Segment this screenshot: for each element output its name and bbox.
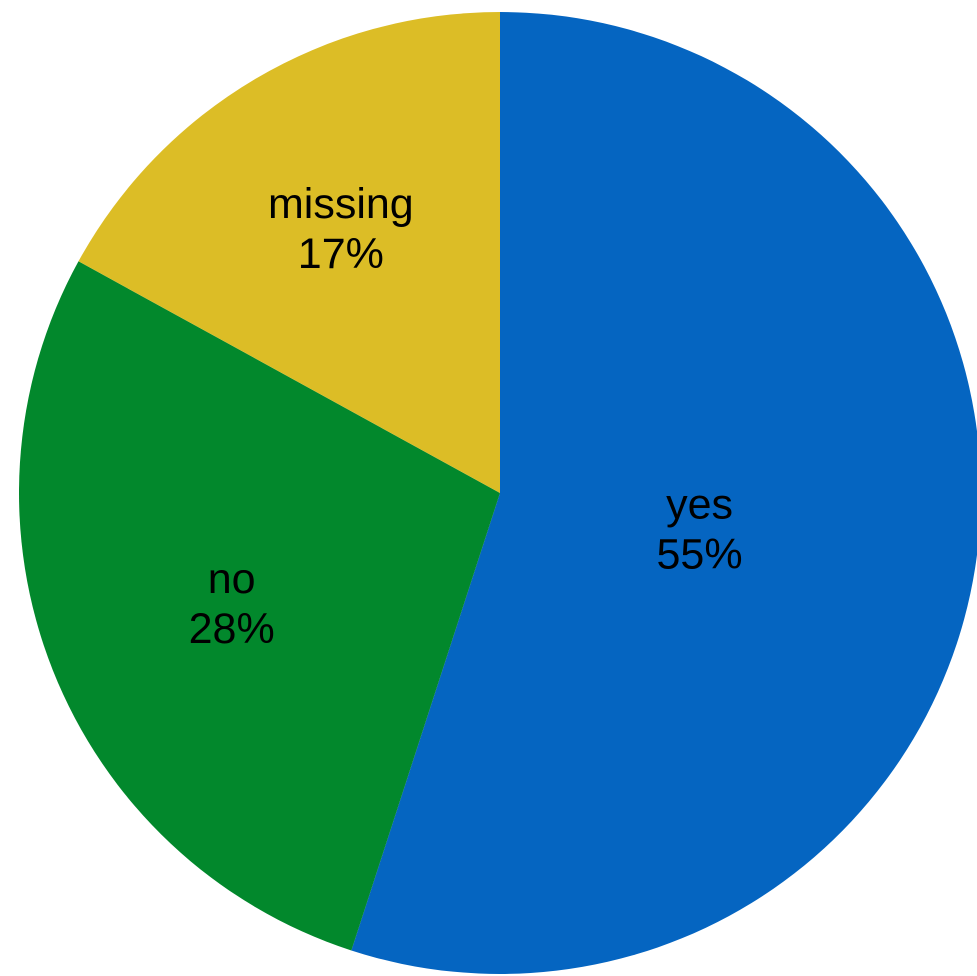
pie-slices [18,12,977,974]
pie-slice-yes [351,12,977,974]
slice-label-yes: yes 55% [656,481,742,579]
pie-labels: yes 55% no 28% missing 17% [189,180,743,653]
pie-slice-no [18,261,500,951]
slice-label-missing: missing 17% [268,180,414,278]
slice-percent-missing: 17% [298,230,384,278]
slice-category-no: no [208,555,256,603]
slice-percent-yes: 55% [656,531,742,579]
pie-slice-missing [78,12,500,493]
slice-label-no: no 28% [189,555,275,653]
slice-category-yes: yes [666,481,733,529]
slice-percent-no: 28% [189,605,275,653]
slice-category-missing: missing [268,180,414,228]
